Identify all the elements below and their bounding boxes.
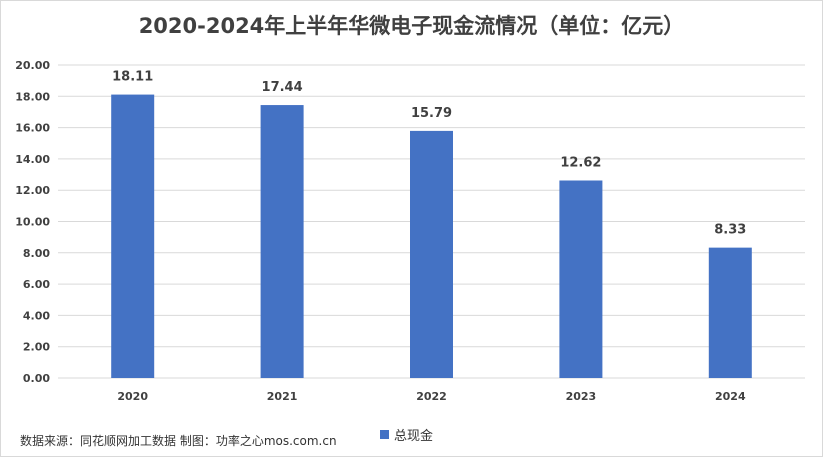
data-label: 15.79 [411, 106, 452, 121]
y-tick-label: 4.00 [23, 309, 50, 322]
source-note: 数据来源：同花顺网加工数据 制图：功率之心mos.com.cn [20, 434, 337, 448]
x-tick-label: 2020 [117, 390, 148, 403]
bar [260, 105, 304, 379]
y-tick-label: 8.00 [23, 247, 50, 260]
x-tick-label: 2022 [416, 390, 447, 403]
y-tick-label: 10.00 [15, 216, 50, 229]
legend: 总现金 [380, 425, 433, 444]
y-tick-label: 0.00 [23, 372, 50, 385]
chart-title: 2020-2024年上半年华微电子现金流情况（单位：亿元） [138, 14, 685, 38]
y-tick-label: 14.00 [15, 153, 50, 166]
y-tick-label: 16.00 [15, 122, 50, 135]
bar [111, 94, 155, 379]
y-tick-label: 20.00 [15, 59, 50, 72]
data-label: 17.44 [262, 80, 303, 95]
y-tick-label: 6.00 [23, 278, 50, 291]
x-tick-label: 2021 [267, 390, 298, 403]
data-label: 12.62 [560, 155, 601, 170]
y-tick-label: 12.00 [15, 184, 50, 197]
x-tick-label: 2024 [715, 390, 746, 403]
data-label: 8.33 [714, 223, 746, 238]
x-tick-label: 2023 [566, 390, 597, 403]
y-tick-label: 2.00 [23, 341, 50, 354]
bar [559, 180, 603, 378]
data-label: 18.11 [112, 70, 153, 85]
y-tick-label: 18.00 [15, 90, 50, 103]
legend-label: 总现金 [394, 429, 434, 444]
legend-swatch [380, 430, 389, 439]
bar [410, 130, 453, 378]
bar [708, 247, 752, 378]
